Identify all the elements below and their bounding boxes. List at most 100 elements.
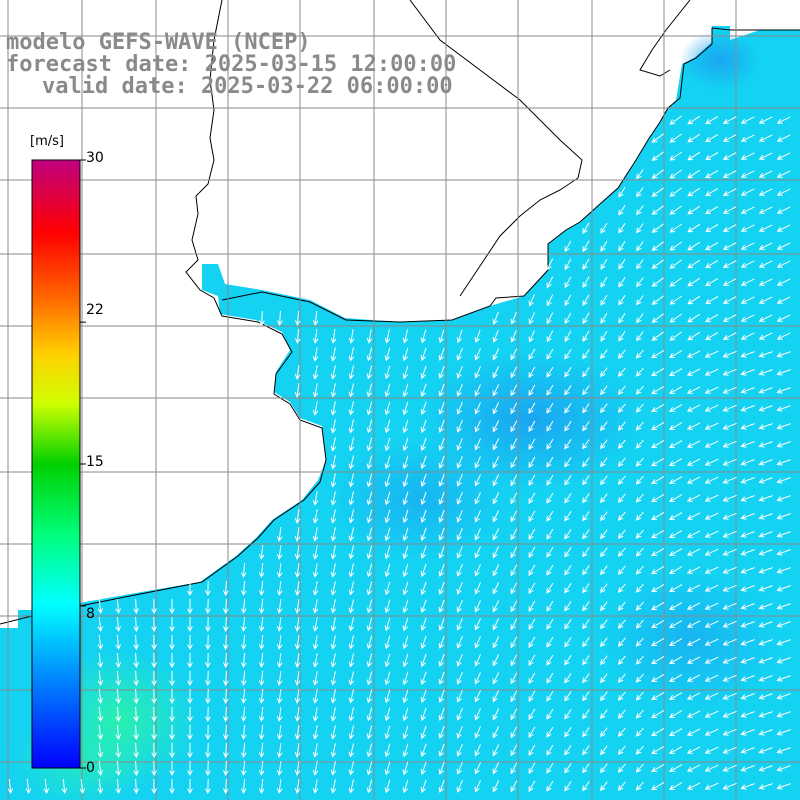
wind-arrow [617,601,626,611]
wind-arrow [776,134,791,142]
colorbar-tick-label: 22 [86,302,104,318]
wind-arrow [686,404,701,412]
wind-arrow [438,617,445,631]
wind-arrow [276,581,283,596]
wind-arrow [669,151,682,161]
wind-arrow [528,474,536,486]
wind-arrow [758,585,773,592]
wind-arrow [348,761,355,776]
wind-arrow [492,654,500,667]
wind-arrow [402,491,409,506]
wind-arrow [668,710,683,718]
wind-arrow [636,259,644,270]
wind-arrow [384,743,391,758]
wind-arrow [651,511,665,521]
wind-arrow [312,725,319,740]
wind-arrow [564,709,572,720]
wind-arrow [456,366,463,379]
wind-arrow [686,440,701,448]
wind-arrow [348,473,355,488]
wind-arrow [402,653,409,668]
wind-arrow [294,617,301,632]
wind-arrow [366,599,373,614]
wind-arrow [600,763,608,774]
wind-arrow [348,653,355,668]
wind-arrow [740,224,755,232]
wind-arrow [582,547,590,558]
wind-arrow [758,405,773,412]
wind-arrow [294,311,301,326]
wind-arrow [600,529,608,540]
wind-arrow [402,725,409,740]
wind-arrow [115,635,122,650]
wind-arrow [635,529,644,539]
wind-arrow [276,310,283,327]
wind-arrow [546,294,554,307]
wind-arrow [474,438,481,451]
wind-arrow [776,188,791,196]
wind-arrow [205,616,211,633]
wind-arrow [686,584,701,592]
wind-arrow [776,531,791,538]
wind-arrow [492,546,500,559]
wind-arrow [384,455,391,470]
wind-arrow [510,744,518,757]
wind-arrow [366,401,373,416]
wind-arrow [294,761,301,776]
wind-arrow [722,134,737,142]
wind-arrow [223,724,229,741]
wind-arrow [348,455,355,470]
wind-arrow [546,654,554,666]
wind-arrow [600,312,608,324]
wind-arrow [438,707,445,721]
wind-arrow [240,617,247,632]
wind-arrow [564,493,572,504]
wind-arrow [776,405,791,412]
wind-arrow [758,134,773,142]
wind-arrow [776,152,791,160]
wind-arrow [722,746,737,754]
wind-arrow [151,670,157,687]
wind-arrow [384,725,391,740]
wind-arrow [740,729,755,736]
wind-arrow [617,619,626,629]
wind-arrow [740,405,755,412]
wind-arrow [420,347,427,362]
wind-arrow [776,549,791,556]
wind-arrow [312,365,319,380]
wind-arrow [722,764,737,772]
wind-arrow [722,224,737,232]
wind-arrow [528,510,536,522]
wind-arrow [402,707,409,722]
wind-arrow [546,636,554,648]
coastline [221,27,800,323]
wind-arrow [758,711,773,718]
wind-arrow [312,347,319,362]
wind-arrow [474,564,481,577]
wind-arrow [420,635,427,650]
wind-arrow [348,383,355,398]
wind-arrow [492,311,499,325]
wind-arrow [510,708,518,721]
wind-arrow [668,656,683,664]
wind-arrow [600,439,608,450]
wind-arrow [366,563,373,578]
wind-arrow [97,779,104,794]
wind-arrow [402,743,409,758]
wind-arrow [348,401,355,416]
wind-arrow [668,674,683,682]
wind-arrow [384,419,391,434]
wind-arrow [205,634,211,651]
wind-arrow [669,205,682,215]
wind-arrow [617,709,626,719]
wind-arrow [758,459,773,466]
wind-arrow [651,493,665,503]
wind-arrow [704,746,719,754]
wind-arrow [740,693,755,700]
wind-arrow [722,386,737,394]
wind-arrow [330,761,337,776]
colorbar-ticks [80,159,86,769]
wind-arrow [348,563,355,578]
wind-arrow [97,599,104,614]
wind-arrow [600,349,608,360]
